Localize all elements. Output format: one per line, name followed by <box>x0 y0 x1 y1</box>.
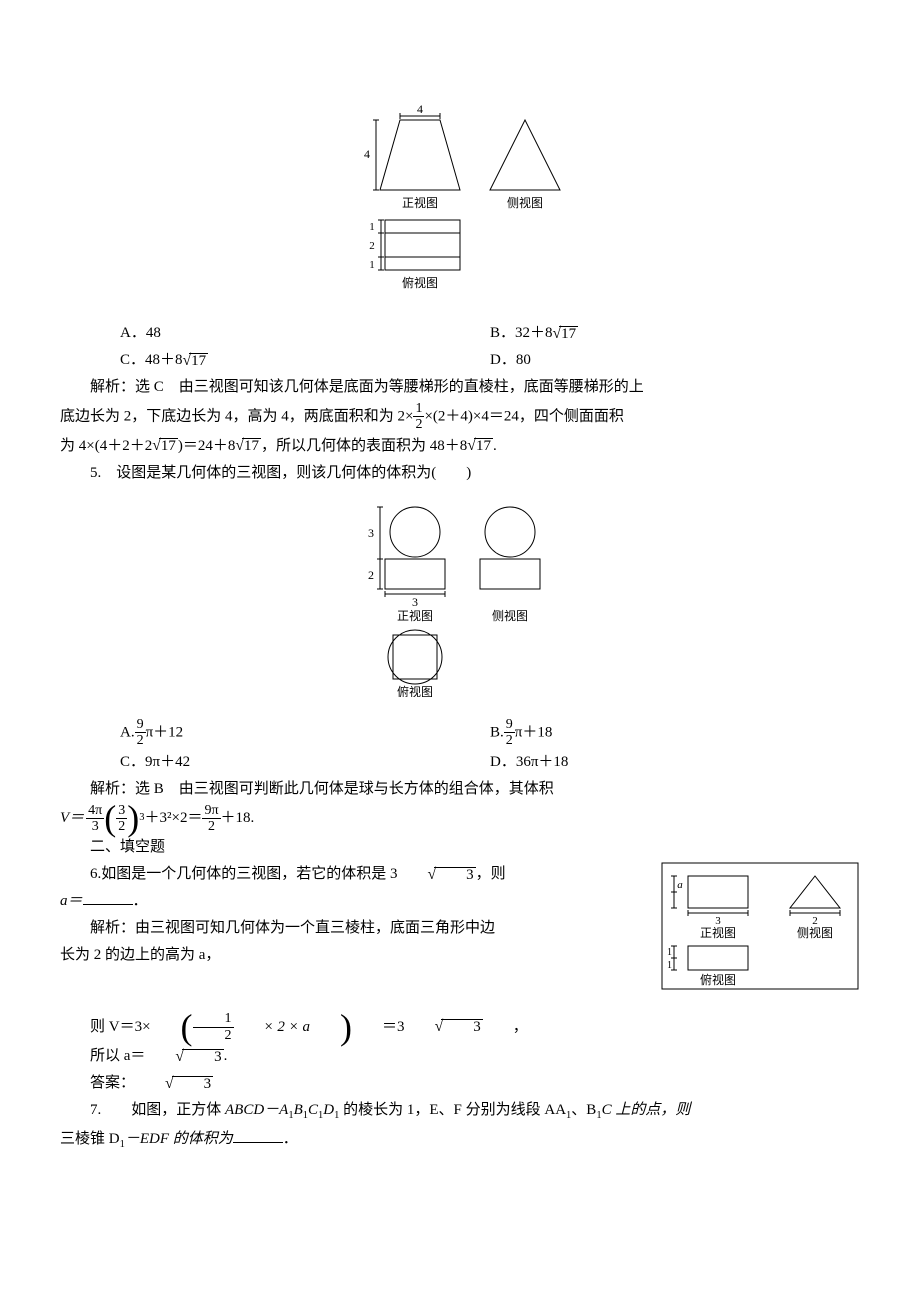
svg-text:4: 4 <box>364 147 370 161</box>
three-view-svg-3: a 3 2 正视图 侧视图 1 1 俯视图 <box>660 861 860 991</box>
q7-line2: 三棱锥 D1－EDF 的体积为． <box>60 1126 860 1155</box>
q6-solution-so: 所以 a＝3. <box>60 1043 860 1070</box>
q5-options-row2: C．9π＋42 D．36π＋18 <box>60 749 860 776</box>
svg-text:1: 1 <box>369 259 375 271</box>
q5-title: 5. 设图是某几何体的三视图，则该几何体的体积为( ) <box>60 460 860 487</box>
svg-text:俯视图: 俯视图 <box>397 684 433 697</box>
svg-text:侧视图: 侧视图 <box>492 608 528 623</box>
q4-options-row2: C．48＋817 D．80 <box>60 347 860 374</box>
q5-option-b: B.92π＋18 <box>490 717 860 749</box>
q5-option-d: D．36π＋18 <box>490 749 860 776</box>
section-2-heading: 二、填空题 <box>60 834 860 861</box>
svg-text:2: 2 <box>368 568 374 582</box>
svg-text:俯视图: 俯视图 <box>700 972 736 987</box>
q4-option-d: D．80 <box>490 347 860 374</box>
q6-solution-eq: 则 V＝3× (12 × 2 × a) ＝33， <box>60 1011 860 1043</box>
q6-answer: 答案：3 <box>60 1070 860 1097</box>
q5-option-c: C．9π＋42 <box>120 749 490 776</box>
svg-text:正视图: 正视图 <box>700 925 736 940</box>
q5-options-row1: A.92π＋12 B.92π＋18 <box>60 717 860 749</box>
q4-solution-line2: 底边长为 2，下底边长为 4，高为 4，两底面积和为 2×12×(2＋4)×4＝… <box>60 401 860 433</box>
svg-text:4: 4 <box>417 102 423 116</box>
svg-text:3: 3 <box>412 595 418 609</box>
svg-text:a: a <box>677 879 683 891</box>
q6-figure: a 3 2 正视图 侧视图 1 1 俯视图 <box>660 861 860 1001</box>
q5-solution-line1: 解析：选 B 由三视图可判断此几何体是球与长方体的组合体，其体积 <box>60 776 860 803</box>
front-view-label: 正视图 <box>402 195 438 210</box>
q4-option-c: C．48＋817 <box>120 347 490 374</box>
svg-text:2: 2 <box>369 240 375 252</box>
svg-text:1: 1 <box>667 960 672 971</box>
q4-solution-line1: 解析：选 C 由三视图可知该几何体是底面为等腰梯形的直棱柱，底面等腰梯形的上 <box>60 374 860 401</box>
svg-text:1: 1 <box>369 221 375 233</box>
svg-text:1: 1 <box>667 947 672 958</box>
q4-option-b: B．32＋817 <box>490 320 860 347</box>
q4-option-a: A．48 <box>120 320 490 347</box>
q4-solution-line3: 为 4×(4＋2＋217)＝24＋817，所以几何体的表面积为 48＋817. <box>60 433 860 460</box>
top-view-label: 俯视图 <box>402 275 438 290</box>
q4-figure: 4 4 正视图 侧视图 1 2 1 俯视图 <box>60 100 860 310</box>
q5-solution-eq: V＝ 4π3 (32)3 ＋3²×2＝ 9π2 ＋18. <box>60 803 860 835</box>
svg-text:3: 3 <box>368 526 374 540</box>
three-view-svg-1: 4 4 正视图 侧视图 1 2 1 俯视图 <box>320 100 600 300</box>
svg-text:侧视图: 侧视图 <box>797 925 833 940</box>
q7-line1: 7. 如图，正方体 ABCD－A1B1C1D1 的棱长为 1，E、F 分别为线段… <box>60 1097 860 1126</box>
q5-option-a: A.92π＋12 <box>120 717 490 749</box>
side-view-label: 侧视图 <box>507 195 543 210</box>
svg-text:正视图: 正视图 <box>397 608 433 623</box>
three-view-svg-2: 3 2 3 正视图 侧视图 俯视图 <box>330 497 590 697</box>
q5-figure: 3 2 3 正视图 侧视图 俯视图 <box>60 497 860 707</box>
q4-options-row1: A．48 B．32＋817 <box>60 320 860 347</box>
